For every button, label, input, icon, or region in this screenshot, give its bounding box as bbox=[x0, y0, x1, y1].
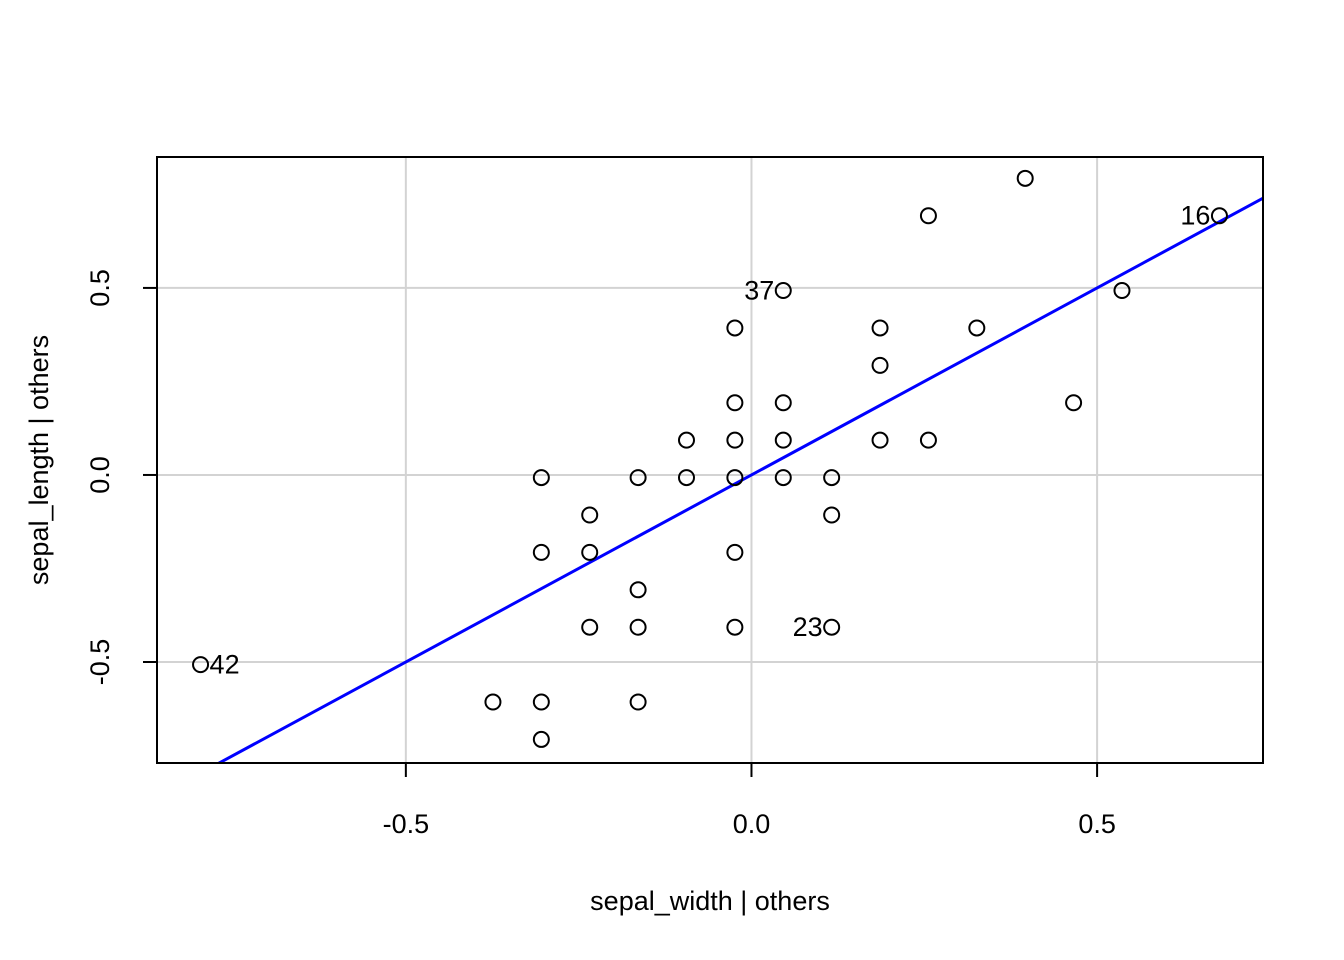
data-point bbox=[629, 693, 647, 711]
regression-line bbox=[216, 196, 1263, 763]
x-tick-label: 0.0 bbox=[733, 809, 771, 839]
data-point bbox=[629, 581, 647, 599]
data-point bbox=[677, 469, 695, 487]
y-axis-label: sepal_length | others bbox=[24, 335, 54, 585]
point-labels-layer: 42 16 37 23 bbox=[210, 201, 1211, 680]
fit-line-layer bbox=[216, 196, 1263, 763]
y-tick-label: 0.0 bbox=[85, 456, 115, 494]
data-point bbox=[629, 618, 647, 636]
data-point bbox=[726, 618, 744, 636]
data-point bbox=[726, 543, 744, 561]
data-point bbox=[532, 469, 550, 487]
data-point bbox=[1016, 169, 1034, 187]
data-point bbox=[629, 469, 647, 487]
y-tick-label: 0.5 bbox=[85, 269, 115, 307]
data-point bbox=[774, 394, 792, 412]
y-axis: -0.5 0.0 0.5 bbox=[85, 269, 157, 685]
data-point bbox=[871, 431, 889, 449]
data-point bbox=[726, 469, 744, 487]
data-point bbox=[726, 319, 744, 337]
data-point bbox=[581, 618, 599, 636]
data-point bbox=[532, 730, 550, 748]
data-point bbox=[1113, 282, 1131, 300]
points-layer bbox=[192, 169, 1228, 748]
data-point bbox=[823, 469, 841, 487]
x-tick-label: -0.5 bbox=[383, 809, 430, 839]
data-point bbox=[1065, 394, 1083, 412]
data-point bbox=[726, 431, 744, 449]
data-point bbox=[968, 319, 986, 337]
y-tick-label: -0.5 bbox=[85, 639, 115, 686]
data-point bbox=[871, 319, 889, 337]
data-point bbox=[192, 656, 210, 674]
data-point bbox=[484, 693, 502, 711]
point-label: 37 bbox=[744, 276, 774, 306]
x-tick-label: 0.5 bbox=[1078, 809, 1116, 839]
data-point bbox=[774, 282, 792, 300]
point-label: 42 bbox=[210, 650, 240, 680]
x-axis-label: sepal_width | others bbox=[590, 886, 830, 916]
data-point bbox=[726, 394, 744, 412]
data-point bbox=[919, 431, 937, 449]
point-label: 23 bbox=[793, 612, 823, 642]
data-point bbox=[774, 431, 792, 449]
data-point bbox=[774, 469, 792, 487]
data-point bbox=[581, 543, 599, 561]
data-point bbox=[581, 506, 599, 524]
point-label: 16 bbox=[1180, 201, 1210, 231]
plot-frame bbox=[156, 156, 1264, 764]
x-axis: -0.5 0.0 0.5 bbox=[383, 763, 1116, 839]
data-point bbox=[919, 207, 937, 225]
data-point bbox=[532, 693, 550, 711]
data-point bbox=[823, 506, 841, 524]
data-point bbox=[532, 543, 550, 561]
data-point bbox=[823, 618, 841, 636]
data-point bbox=[677, 431, 695, 449]
grid-lines bbox=[157, 157, 1263, 763]
data-point bbox=[871, 356, 889, 374]
data-point bbox=[1210, 207, 1228, 225]
